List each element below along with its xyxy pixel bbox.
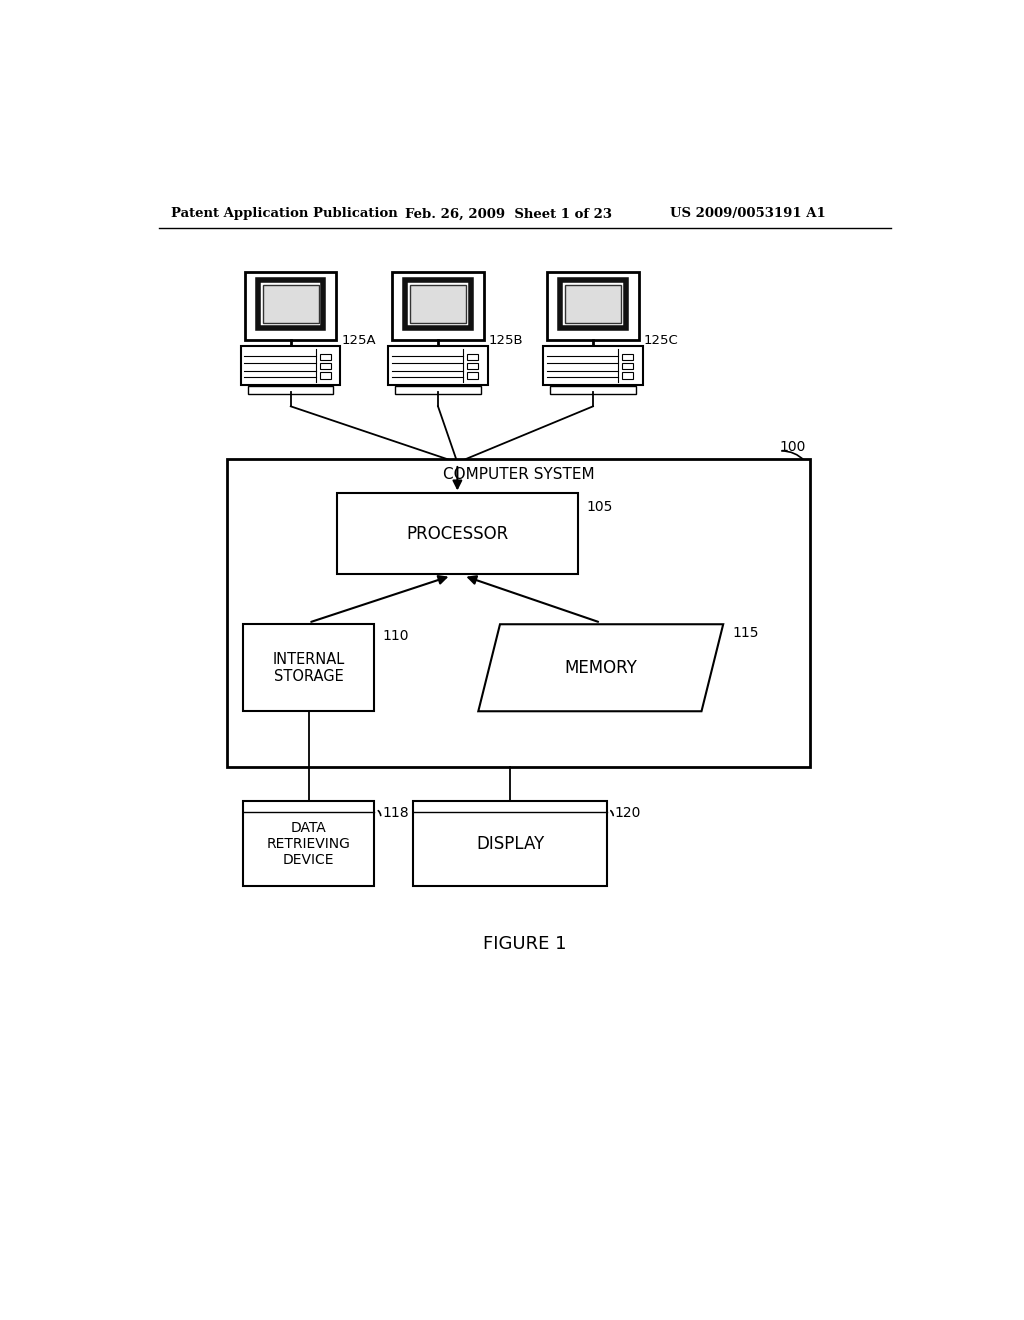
- Bar: [243, 801, 375, 886]
- Text: 125C: 125C: [643, 334, 678, 347]
- Bar: [263, 285, 318, 323]
- Bar: [467, 354, 478, 360]
- Bar: [238, 619, 370, 706]
- Bar: [414, 801, 607, 886]
- Bar: [241, 346, 340, 385]
- Bar: [243, 624, 375, 711]
- FancyArrowPatch shape: [727, 632, 731, 636]
- Bar: [544, 346, 643, 385]
- FancyArrowPatch shape: [781, 451, 804, 461]
- Text: DISPLAY: DISPLAY: [476, 834, 544, 853]
- Bar: [547, 272, 639, 341]
- Bar: [258, 280, 324, 327]
- Bar: [395, 387, 480, 395]
- Bar: [623, 354, 633, 360]
- Bar: [406, 280, 471, 327]
- Polygon shape: [478, 624, 723, 711]
- Text: 125A: 125A: [341, 334, 376, 347]
- FancyArrowPatch shape: [378, 810, 381, 816]
- Text: 100: 100: [779, 440, 805, 454]
- Bar: [467, 372, 478, 379]
- Text: Patent Application Publication: Patent Application Publication: [171, 207, 397, 220]
- Bar: [560, 280, 626, 327]
- Text: MEMORY: MEMORY: [564, 659, 637, 677]
- Bar: [248, 387, 334, 395]
- Bar: [245, 272, 337, 341]
- Bar: [321, 363, 331, 370]
- FancyArrowPatch shape: [610, 810, 613, 816]
- FancyArrowPatch shape: [582, 504, 585, 510]
- Text: US 2009/0053191 A1: US 2009/0053191 A1: [671, 207, 826, 220]
- Text: INTERNAL
STORAGE: INTERNAL STORAGE: [272, 652, 345, 684]
- Bar: [337, 494, 578, 574]
- Bar: [623, 372, 633, 379]
- Text: Feb. 26, 2009  Sheet 1 of 23: Feb. 26, 2009 Sheet 1 of 23: [406, 207, 612, 220]
- Bar: [550, 387, 636, 395]
- FancyArrowPatch shape: [378, 634, 381, 639]
- Text: 118: 118: [382, 807, 409, 820]
- Text: 120: 120: [614, 807, 641, 820]
- Bar: [321, 372, 331, 379]
- Text: DATA
RETRIEVING
DEVICE: DATA RETRIEVING DEVICE: [266, 821, 350, 867]
- Bar: [392, 272, 483, 341]
- Text: 115: 115: [732, 627, 759, 640]
- Text: COMPUTER SYSTEM: COMPUTER SYSTEM: [442, 466, 594, 482]
- Bar: [467, 363, 478, 370]
- Bar: [410, 285, 466, 323]
- Text: 110: 110: [382, 628, 409, 643]
- Text: FIGURE 1: FIGURE 1: [483, 935, 566, 953]
- Bar: [565, 285, 621, 323]
- Bar: [623, 363, 633, 370]
- Text: 105: 105: [587, 500, 613, 515]
- Bar: [321, 354, 331, 360]
- Text: 125B: 125B: [488, 334, 523, 347]
- Bar: [388, 346, 487, 385]
- Bar: [227, 459, 810, 767]
- Text: PROCESSOR: PROCESSOR: [407, 525, 509, 543]
